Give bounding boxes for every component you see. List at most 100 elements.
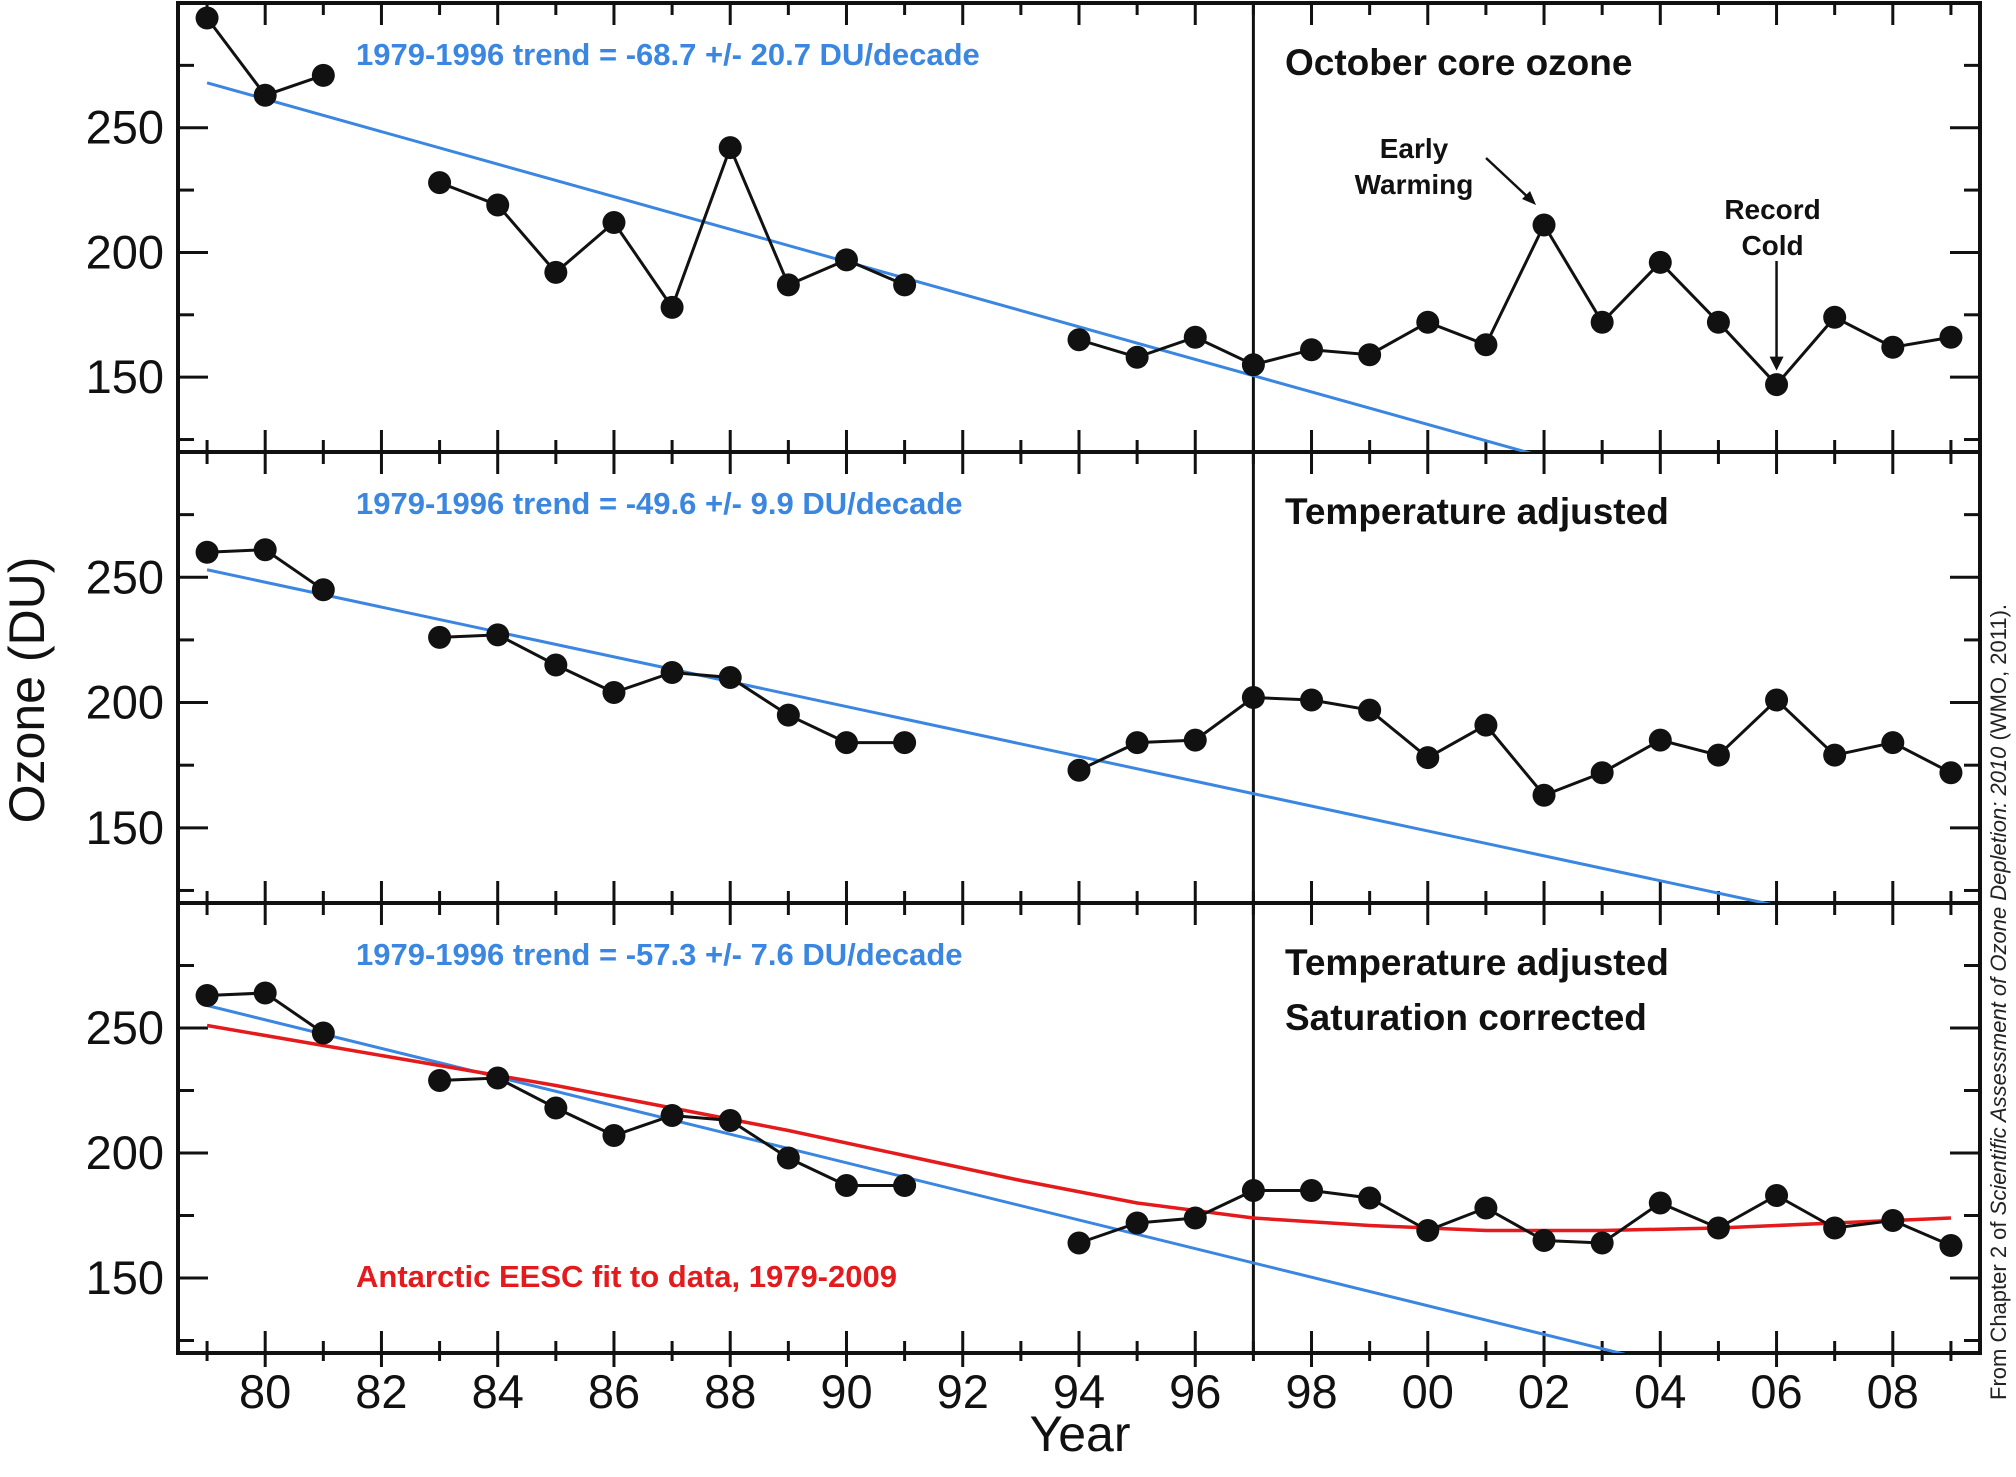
series-line bbox=[439, 143, 906, 311]
data-point bbox=[311, 63, 335, 87]
data-point bbox=[1183, 325, 1207, 349]
panel-2: 150 200 250 1979-1996 trend = -49.6 +/- 9.9… bbox=[86, 452, 1980, 903]
data-point bbox=[1474, 713, 1498, 737]
trend-line bbox=[206, 81, 1532, 452]
credit-prefix: From Chapter 2 of bbox=[1986, 1215, 2011, 1400]
data-point bbox=[253, 538, 277, 562]
data-point bbox=[1823, 743, 1847, 767]
data-point bbox=[253, 981, 277, 1005]
data-point bbox=[1241, 1179, 1265, 1202]
data-point bbox=[1765, 373, 1789, 397]
data-point bbox=[1067, 328, 1091, 352]
data-point bbox=[1648, 1191, 1672, 1215]
data-point bbox=[602, 211, 626, 235]
data-point bbox=[834, 248, 858, 272]
data-point bbox=[428, 171, 452, 195]
data-point bbox=[1706, 743, 1730, 767]
fit-label: Antarctic EESC fit to data, 1979-2009 bbox=[356, 1259, 897, 1294]
data-point bbox=[660, 1104, 684, 1127]
data-point bbox=[1648, 250, 1672, 274]
data-point bbox=[1765, 688, 1789, 712]
data-point bbox=[1300, 688, 1324, 712]
y-axis-title: Ozone (DU) bbox=[0, 557, 55, 824]
panel-title: October core ozone bbox=[1285, 42, 1632, 83]
data-point bbox=[893, 731, 917, 755]
y-tick-label: 150 bbox=[86, 350, 164, 403]
data-point bbox=[1416, 1219, 1440, 1242]
x-tick-label: 08 bbox=[1867, 1365, 1919, 1418]
annotation-early-warming: Early bbox=[1380, 133, 1449, 164]
annotation-early-warming: Warming bbox=[1355, 169, 1474, 200]
y-tick-label: 200 bbox=[86, 676, 164, 729]
data-point bbox=[1241, 353, 1265, 377]
data-point bbox=[1474, 1196, 1498, 1220]
data-point bbox=[1823, 1216, 1847, 1240]
annotation-arrowhead-early-warming bbox=[1522, 191, 1537, 206]
data-point bbox=[544, 653, 568, 677]
data-point bbox=[1125, 731, 1149, 755]
data-point bbox=[1590, 761, 1614, 785]
data-point bbox=[602, 681, 626, 705]
x-axis-title: Year bbox=[1029, 1406, 1130, 1462]
data-point bbox=[311, 578, 335, 602]
x-tick-label: 88 bbox=[704, 1365, 756, 1418]
data-point bbox=[660, 660, 684, 684]
data-point bbox=[660, 295, 684, 319]
x-tick-label: 86 bbox=[588, 1365, 640, 1418]
x-tick-label: 00 bbox=[1402, 1365, 1454, 1418]
x-tick-label: 84 bbox=[472, 1365, 524, 1418]
data-point bbox=[195, 6, 219, 30]
data-point bbox=[1416, 746, 1440, 770]
source-credit: From Chapter 2 of Scientific Assessment … bbox=[1986, 604, 2011, 1400]
y-tick-label: 150 bbox=[86, 1251, 164, 1304]
data-point bbox=[1300, 338, 1324, 362]
trend-line bbox=[206, 568, 1772, 903]
x-tick-label: 82 bbox=[355, 1365, 407, 1418]
data-point bbox=[1590, 1231, 1614, 1255]
credit-italic: Scientific Assessment of Ozone Depletion… bbox=[1986, 746, 2011, 1216]
data-point bbox=[486, 1066, 510, 1090]
annotation-record-cold: Record bbox=[1724, 194, 1820, 225]
data-point bbox=[486, 623, 510, 647]
annotation-arrow-early-warming bbox=[1485, 157, 1533, 202]
x-tick-label: 04 bbox=[1634, 1365, 1686, 1418]
x-tick-label: 96 bbox=[1169, 1365, 1221, 1418]
data-point bbox=[486, 193, 510, 217]
data-point bbox=[544, 1096, 568, 1120]
annotation-arrowhead-record-cold bbox=[1769, 356, 1784, 371]
annotation-record-cold: Cold bbox=[1741, 230, 1803, 261]
data-point bbox=[834, 731, 858, 755]
data-point bbox=[1939, 325, 1963, 349]
x-tick-label: 02 bbox=[1518, 1365, 1570, 1418]
series-line bbox=[205, 17, 324, 98]
data-point bbox=[1532, 1229, 1556, 1252]
data-point bbox=[1590, 310, 1614, 334]
data-point bbox=[776, 273, 800, 297]
trend-line bbox=[206, 1004, 1626, 1353]
data-point bbox=[311, 1021, 335, 1045]
panel-title: Saturation corrected bbox=[1285, 997, 1647, 1038]
trend-label: 1979-1996 trend = -57.3 +/- 7.6 DU/decad… bbox=[356, 937, 963, 972]
data-point bbox=[1416, 310, 1440, 334]
data-point bbox=[1823, 305, 1847, 329]
data-point bbox=[1358, 1186, 1382, 1210]
data-point bbox=[1939, 1234, 1963, 1257]
y-tick-label: 250 bbox=[86, 101, 164, 154]
panel-1: 150 200 250 1979-1996 trend = -68.7 +/- 20.… bbox=[86, 3, 1980, 452]
x-tick-label: 80 bbox=[239, 1365, 291, 1418]
series-line bbox=[439, 633, 905, 745]
data-point bbox=[195, 984, 219, 1007]
series-line bbox=[1078, 1189, 1952, 1247]
data-point bbox=[1125, 345, 1149, 369]
data-point bbox=[1881, 335, 1905, 359]
data-point bbox=[1532, 783, 1556, 807]
y-tick-label: 250 bbox=[86, 550, 164, 603]
panel-title: Temperature adjusted bbox=[1285, 491, 1669, 532]
series-line bbox=[439, 1076, 905, 1187]
data-point bbox=[253, 83, 277, 107]
data-point bbox=[1241, 686, 1265, 710]
data-point bbox=[834, 1174, 858, 1197]
trend-label: 1979-1996 trend = -68.7 +/- 20.7 DU/deca… bbox=[356, 37, 980, 72]
data-point bbox=[718, 666, 742, 689]
